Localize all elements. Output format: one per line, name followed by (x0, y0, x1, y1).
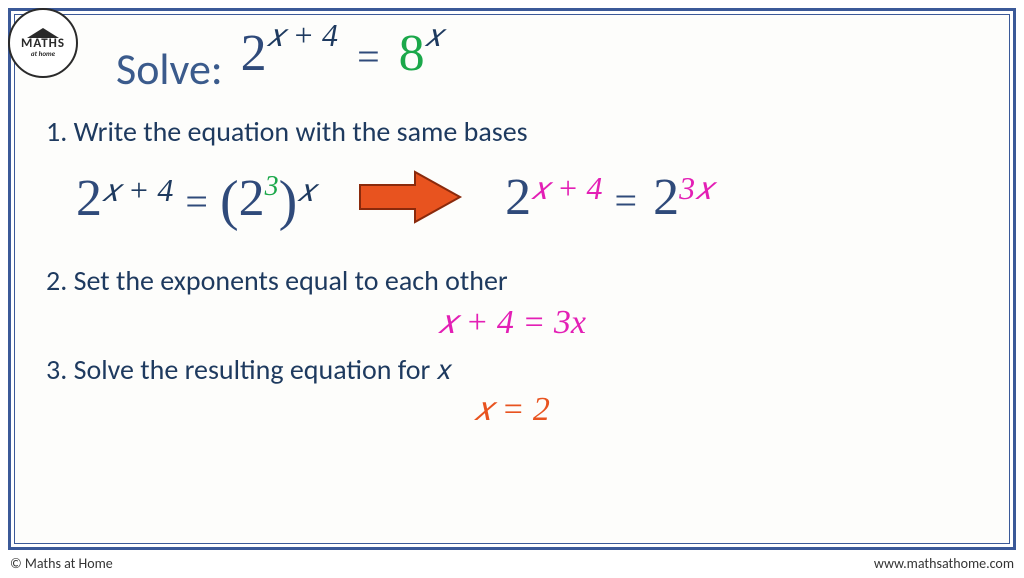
footer-copyright: © Maths at Home (10, 555, 113, 572)
slide-content: Solve: 2𝑥 + 4 = 8𝑥 1. Write the equation… (18, 18, 1006, 540)
title-row: Solve: 2𝑥 + 4 = 8𝑥 (116, 24, 978, 96)
lhs-exp: 𝑥 + 4 (267, 17, 338, 53)
step1-label: 1. Write the equation with the same base… (46, 114, 978, 149)
rhs-base: 8 (399, 25, 425, 82)
step2-equation: 𝑥 + 4 = 3x (46, 304, 978, 342)
step1-right-eq: 2𝑥 + 4 = 23𝑥 (505, 168, 713, 227)
solve-label: Solve: (116, 24, 223, 96)
footer-url: www.mathsathome.com (874, 555, 1014, 572)
arrow-icon (355, 167, 465, 227)
step2-label: 2. Set the exponents equal to each other (46, 263, 978, 298)
step1-left-eq: 2𝑥 + 4 = (23)𝑥 (76, 165, 315, 229)
rhs-exp: 𝑥 (425, 17, 443, 53)
eq-sign: = (349, 34, 388, 79)
step3-label: 3. Solve the resulting equation for 𝑥 (46, 352, 978, 387)
logo-sub: at home (31, 49, 55, 58)
lhs-base: 2 (241, 25, 267, 82)
title-equation: 2𝑥 + 4 = 8𝑥 (241, 24, 443, 83)
step3-equation: 𝑥 = 2 (46, 391, 978, 429)
logo-badge: MATHS at home (8, 8, 78, 78)
step1-equations: 2𝑥 + 4 = (23)𝑥 2𝑥 + 4 = 23𝑥 (76, 165, 978, 229)
